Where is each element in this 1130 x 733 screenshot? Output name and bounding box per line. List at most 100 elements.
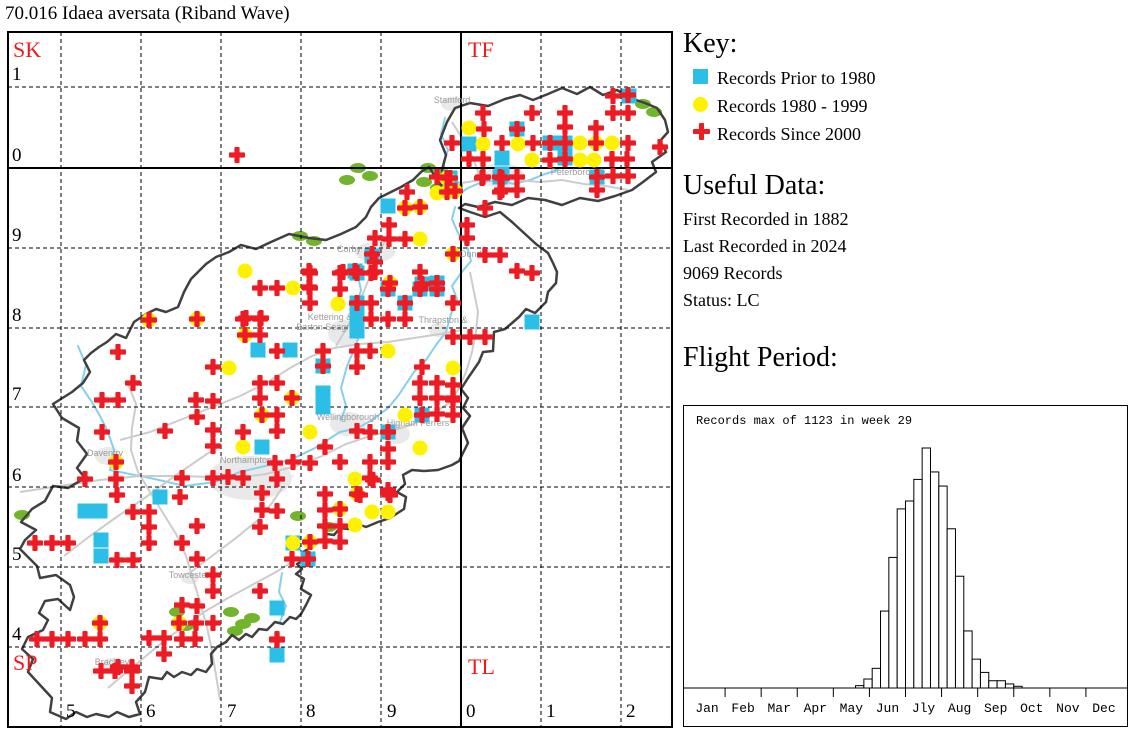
record-cross-since2000	[269, 280, 285, 296]
record-cross-since2000	[525, 135, 541, 151]
record-cross-since2000	[189, 409, 205, 425]
record-cross-since2000	[188, 615, 204, 631]
record-cross-since2000	[445, 295, 461, 311]
record-circle-1980-1999	[572, 152, 588, 168]
month-label: Sep	[984, 701, 1007, 716]
grid-col-label: 8	[306, 701, 316, 722]
record-cross-since2000	[620, 87, 636, 103]
record-cross-since2000	[205, 470, 221, 486]
record-cross-since2000	[235, 424, 251, 440]
record-cross-since2000	[397, 311, 413, 327]
record-cross-since2000	[269, 407, 285, 423]
record-cross-since2000	[365, 472, 381, 488]
histogram-bar-week-26	[896, 508, 907, 689]
record-cross-since2000	[205, 567, 221, 583]
record-cross-since2000	[92, 631, 108, 647]
record-square-pre1980	[93, 548, 109, 564]
woodland-patch	[290, 511, 306, 521]
grid-letter-sk: SK	[13, 37, 41, 62]
record-cross-since2000	[363, 311, 379, 327]
legend-label: Records Since 2000	[717, 123, 861, 144]
record-cross-since2000	[429, 390, 445, 406]
month-label: Nov	[1056, 701, 1080, 716]
month-label: Apr	[804, 701, 827, 716]
record-cross-since2000	[445, 246, 461, 262]
record-cross-since2000	[332, 518, 348, 534]
record-cross-since2000	[77, 631, 93, 647]
record-cross-since2000	[429, 169, 445, 185]
record-cross-since2000	[284, 390, 300, 406]
record-cross-since2000	[284, 551, 300, 567]
record-cross-since2000	[461, 151, 477, 167]
circle-legend-icon	[693, 96, 708, 112]
record-circle-1980-1999	[429, 185, 445, 201]
road	[63, 443, 223, 557]
record-cross-since2000	[252, 280, 268, 296]
record-cross-since2000	[363, 265, 379, 281]
record-circle-1980-1999	[412, 231, 428, 247]
record-cross-since2000	[589, 169, 605, 185]
record-cross-since2000	[412, 281, 428, 297]
record-cross-since2000	[302, 265, 318, 281]
record-cross-since2000	[229, 147, 245, 163]
grid-row-label: 6	[12, 465, 22, 486]
record-square-pre1980	[152, 489, 168, 505]
histogram-bar-week-32	[946, 528, 956, 689]
record-cross-since2000	[492, 184, 508, 200]
grid-row-label: 0	[12, 145, 22, 166]
record-cross-since2000	[94, 424, 110, 440]
info-panel: Key: Records Prior to 1980 Records 1980 -…	[683, 28, 1130, 378]
record-cross-since2000	[94, 392, 110, 408]
record-cross-since2000	[205, 438, 221, 454]
record-cross-since2000	[589, 182, 605, 198]
record-cross-since2000	[187, 631, 203, 647]
woodland-patch	[416, 177, 432, 187]
record-cross-since2000	[269, 471, 285, 487]
record-circle-1980-1999	[572, 135, 588, 151]
record-circle-1980-1999	[221, 360, 237, 376]
month-label: Feb	[731, 701, 754, 716]
record-cross-since2000	[332, 265, 348, 281]
record-cross-since2000	[252, 390, 268, 406]
record-cross-since2000	[494, 135, 510, 151]
record-cross-since2000	[317, 502, 333, 518]
record-cross-since2000	[509, 263, 525, 279]
histogram-bar-week-31	[938, 485, 948, 689]
record-cross-since2000	[317, 486, 333, 502]
flight-period-title: Flight Period:	[683, 342, 838, 373]
record-circle-1980-1999	[364, 504, 380, 520]
record-cross-since2000	[205, 393, 221, 409]
record-cross-since2000	[477, 247, 493, 263]
record-cross-since2000	[124, 678, 140, 694]
record-square-pre1980	[92, 503, 108, 519]
record-cross-since2000	[474, 170, 490, 186]
grid-col-label: 5	[66, 701, 76, 722]
record-square-pre1980	[254, 439, 270, 455]
record-cross-since2000	[189, 311, 205, 327]
record-cross-since2000	[380, 454, 396, 470]
record-cross-since2000	[301, 279, 317, 295]
record-square-pre1980	[524, 314, 540, 330]
record-cross-since2000	[445, 377, 461, 393]
legend-item-cross: Records Since 2000	[683, 120, 1130, 148]
grid-letter-tl: TL	[468, 654, 495, 679]
record-cross-since2000	[380, 281, 396, 297]
town-label: Higham Ferrers	[387, 418, 450, 428]
month-label: Jun	[876, 701, 899, 716]
record-cross-since2000	[557, 135, 573, 151]
record-circle-1980-1999	[475, 136, 491, 152]
record-square-pre1980	[380, 198, 396, 214]
record-cross-since2000	[108, 471, 124, 487]
record-cross-since2000	[476, 121, 492, 137]
distribution-map: Stamford Peterborough Corby Oundle Kettering…	[7, 31, 673, 728]
record-cross-since2000	[557, 151, 573, 167]
record-cross-since2000	[447, 183, 463, 199]
month-label: Oct	[1020, 701, 1043, 716]
record-cross-since2000	[332, 454, 348, 470]
record-cross-since2000	[382, 487, 398, 503]
record-circle-1980-1999	[397, 407, 413, 423]
record-circle-1980-1999	[445, 360, 461, 376]
record-cross-since2000	[605, 88, 621, 104]
